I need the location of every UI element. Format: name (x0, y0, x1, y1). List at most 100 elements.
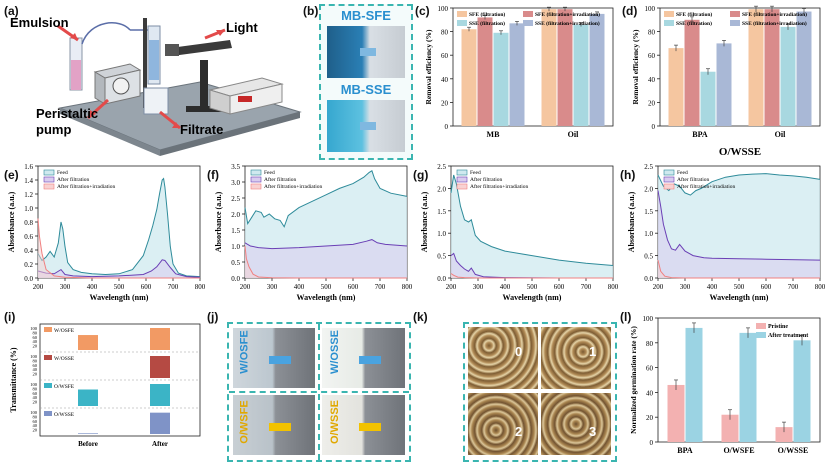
bar (668, 48, 684, 127)
photo-grid-k: 0 1 2 3 (463, 322, 617, 462)
y-tick-label: 0.5 (231, 259, 240, 267)
panel-k: (k) 0 1 2 3 (413, 308, 618, 465)
series-line (450, 174, 614, 266)
panel-label-a: (a) (4, 4, 19, 18)
x-tick-label: O/WSFE (723, 446, 754, 455)
legend-label: After filtration+irradiation (470, 183, 528, 190)
x-tick-label: 600 (348, 283, 359, 291)
bar (716, 43, 732, 126)
y-tick-label: 1.5 (437, 208, 446, 216)
y-tick-label: 20 (648, 99, 656, 107)
y-tick-label: 0.2 (24, 261, 33, 269)
y-tick-label: 0 (650, 439, 654, 447)
photo-frame-b: MB-SFE MB-SSE (319, 4, 413, 160)
x-tick-label: 400 (500, 283, 511, 291)
y-tick-label: 1.5 (644, 208, 653, 216)
panel-c: (c) 0 20 40 60 80 100 Removal efficiency (%) MB… (413, 0, 618, 160)
y-tick-label: 2.5 (644, 163, 653, 171)
y-tick-label: 2.5 (437, 163, 446, 171)
bar (685, 327, 703, 442)
photo-mb-sse (327, 100, 405, 152)
series-line (657, 190, 821, 261)
label-owsse: O/WSSE (329, 399, 342, 445)
bar (509, 23, 525, 127)
x-tick-label: 300 (60, 283, 71, 291)
x-tick-label: After (152, 440, 168, 448)
chart-l: 0 20 40 60 80 100 Normalized germination rate … (629, 315, 821, 455)
y-tick-label: 80 (648, 29, 656, 37)
panel-e: (e) 200 300 400 500 600 700 800 0.0 0.2 0.4 0.6 0.8… (0, 160, 206, 308)
callout-emulsion: Emulsion (10, 15, 69, 30)
legend-swatch (523, 11, 533, 17)
series-line (37, 218, 200, 279)
x-tick-label: 800 (195, 283, 205, 291)
seed-label-1: 1 (589, 344, 597, 359)
photo-mb-sfe (327, 26, 405, 78)
y-tick-label: 40 (33, 423, 38, 428)
legend-label: O/WSFE (54, 384, 75, 390)
bar (748, 9, 764, 126)
x-tick-label: Oil (775, 130, 786, 139)
y-axis-label: Normalized germination rate (%) (629, 326, 638, 434)
legend-label: After filtration (57, 176, 89, 183)
chart-c: 0 20 40 60 80 100 Removal efficiency (%) MB Oil S… (424, 5, 614, 139)
x-tick-label: 500 (527, 283, 538, 291)
y-axis-label: Transmittance (%) (9, 347, 18, 412)
x-tick-label: 700 (581, 283, 592, 291)
series-area (38, 178, 200, 278)
legend-swatch (730, 20, 740, 26)
series-area (38, 259, 200, 278)
bar (150, 356, 170, 378)
legend-swatch (43, 176, 55, 183)
setup-schematic (57, 18, 302, 156)
panel-label-i: (i) (4, 310, 16, 324)
y-tick-label: 80 (646, 340, 654, 348)
bar (150, 328, 170, 350)
x-tick-label: 700 (375, 283, 386, 291)
y-tick-label: 100 (438, 5, 449, 13)
legend-swatch (456, 183, 468, 190)
y-tick-label: 1.2 (24, 191, 33, 199)
legend-label: Feed (470, 170, 481, 176)
arrow-icon (269, 423, 291, 431)
legend-swatch (456, 176, 468, 183)
chart-d: 0 20 40 60 80 100 Removal efficiency (%) BPA Oil… (631, 5, 821, 139)
y-tick-label: 1.5 (231, 227, 240, 235)
y-tick-label: 60 (33, 391, 38, 396)
bar (541, 9, 557, 126)
x-tick-label: 700 (168, 283, 179, 291)
legend-label: W/OSSE (54, 356, 75, 362)
chart-f: 200 300 400 500 600 700 800 0.0 0.5 1.0 1.5 2.0 2.5 3… (214, 163, 413, 302)
y-tick-label: 60 (648, 52, 656, 60)
series-line (244, 170, 408, 228)
y-tick-label: 40 (33, 395, 38, 400)
bar (764, 9, 780, 126)
y-tick-label: 40 (646, 389, 654, 397)
seed-label-0: 0 (515, 344, 523, 359)
legend-label: O/WSSE (54, 412, 75, 418)
callout-pump: Peristaltic pump (36, 106, 99, 137)
legend-label: After filtration+irradiation (264, 183, 322, 190)
callout-filtrate: Filtrate (180, 122, 224, 137)
divider-h (229, 391, 409, 393)
x-tick-label: 500 (321, 283, 332, 291)
photo-seeds-0 (468, 327, 538, 389)
y-tick-label: 1.4 (24, 177, 33, 185)
legend-swatch (663, 183, 675, 190)
legend-label: SFE (filtration) (469, 11, 505, 18)
y-tick-label: 80 (33, 386, 38, 391)
legend-swatch (456, 169, 468, 176)
label-owsfe: O/WSFE (238, 400, 251, 444)
legend-label: After filtration+irradiation (57, 183, 115, 190)
y-tick-label: 20 (33, 344, 38, 349)
x-tick-label: BPA (692, 130, 708, 139)
panel-label-c: (c) (415, 4, 430, 18)
x-tick-label: 200 (240, 283, 251, 291)
y-tick-label: 1.0 (231, 243, 240, 251)
x-tick-label: BPA (677, 446, 693, 455)
y-tick-label: 1.6 (24, 163, 33, 171)
legend-swatch (756, 323, 766, 329)
series-line (657, 259, 820, 279)
bar (573, 24, 589, 126)
bar (78, 335, 98, 350)
